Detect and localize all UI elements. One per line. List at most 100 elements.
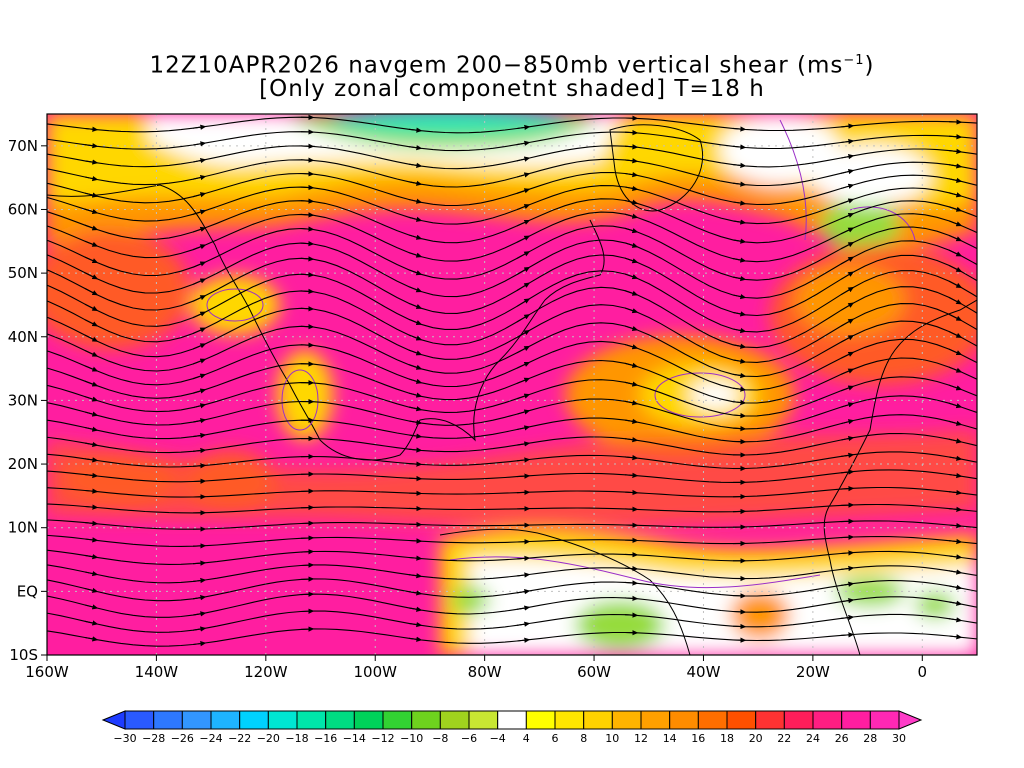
colorbar-label: 20 <box>749 732 763 745</box>
colorbar-label: 24 <box>806 732 820 745</box>
streamline-arrow <box>840 469 855 475</box>
streamline-arrow <box>840 435 855 442</box>
streamline-arrow <box>624 172 639 178</box>
lon-label: 20W <box>796 663 830 681</box>
streamline-arrow <box>516 361 531 369</box>
streamline-arrow <box>840 385 855 392</box>
streamline-arrow <box>948 280 963 289</box>
streamline-arrow <box>948 134 963 140</box>
streamline-arrow <box>408 621 423 628</box>
colorbar-swatch <box>296 710 327 730</box>
streamline-arrow <box>192 373 207 380</box>
colorbar-label: 22 <box>777 732 791 745</box>
streamline-arrow <box>408 127 423 133</box>
streamline-arrow <box>624 437 639 443</box>
streamline-arrow <box>840 402 855 408</box>
streamline-arrow <box>840 168 855 175</box>
streamline-arrow <box>732 372 747 379</box>
streamline-arrow <box>192 595 207 601</box>
map-title-line1: 12Z10APR2026 navgem 200−850mb vertical s… <box>149 52 875 79</box>
streamline-arrow <box>84 319 99 327</box>
colorbar-swatch <box>841 710 871 730</box>
streamline-arrow <box>948 420 963 426</box>
streamline-arrow <box>516 235 531 243</box>
streamline-arrow <box>516 409 531 415</box>
streamline-arrow <box>192 447 207 454</box>
streamline-arrow <box>192 478 207 484</box>
streamline-arrow <box>300 288 315 295</box>
streamline-arrow <box>84 604 99 610</box>
streamline-arrow <box>192 343 207 350</box>
streamline-arrow <box>624 325 639 331</box>
streamline-arrow <box>840 271 855 280</box>
colorbar-label: −18 <box>285 732 308 745</box>
lat-label: 30N <box>8 391 38 409</box>
contour-layer <box>206 119 916 589</box>
streamline-arrow <box>300 184 315 191</box>
streamline-arrow <box>192 244 207 251</box>
streamline-arrow <box>732 200 747 206</box>
streamline-arrow <box>732 311 747 317</box>
colorbar-label: −16 <box>314 732 337 745</box>
streamline-arrow <box>300 306 315 312</box>
colorbar-label: 8 <box>580 732 587 745</box>
streamline-arrow <box>300 226 315 232</box>
streamline-arrow <box>408 392 423 398</box>
streamline-arrow <box>840 302 855 311</box>
streamline-arrow <box>408 461 423 467</box>
streamline-arrow <box>948 249 963 257</box>
streamline-arrow <box>192 432 207 439</box>
streamline-arrow <box>624 552 639 558</box>
colorbar-swatch <box>181 710 212 730</box>
lon-label: 60W <box>577 663 611 681</box>
streamline-arrow <box>300 626 315 632</box>
streamline-arrow <box>624 273 639 280</box>
colorbar-swatch <box>669 710 699 730</box>
colorbar-swatch <box>353 710 384 730</box>
streamline-arrow <box>408 555 423 561</box>
streamline-arrow <box>948 163 963 169</box>
streamline-arrow <box>192 174 207 181</box>
streamline-arrow <box>624 400 639 406</box>
streamline-arrow <box>84 396 99 402</box>
streamline-arrow <box>732 343 747 349</box>
streamline-arrow <box>84 175 99 182</box>
streamline-arrow <box>840 597 855 604</box>
streamline-arrow <box>300 272 315 278</box>
streamline-arrow <box>840 452 855 458</box>
streamline-arrow <box>408 419 423 425</box>
streamline-arrow <box>948 220 963 227</box>
streamline-arrow <box>300 591 315 597</box>
lat-label: 10S <box>9 646 38 664</box>
streamline-layer <box>47 114 977 647</box>
streamline-arrow <box>948 489 963 496</box>
streamline-arrow <box>84 350 99 357</box>
streamline-arrow <box>948 584 963 590</box>
streamline-arrow <box>192 543 207 549</box>
colorbar-swatch <box>697 710 728 730</box>
streamline-arrow <box>624 381 639 387</box>
streamline-arrow <box>516 266 531 275</box>
colorbar-label: 16 <box>691 732 705 745</box>
colorbar-swatch <box>210 710 241 730</box>
streamline-arrow <box>948 296 963 305</box>
coast-europe-africa <box>823 299 977 655</box>
streamline-arrow <box>948 348 963 356</box>
streamline-arrow <box>300 535 315 541</box>
streamline-arrow <box>192 358 207 365</box>
streamline-arrow <box>516 314 531 323</box>
streamline-arrow <box>948 538 963 545</box>
streamline-arrow <box>408 216 423 222</box>
colorbar-swatch <box>783 710 814 730</box>
streamline-arrow <box>840 335 855 343</box>
colorbar-swatch <box>640 710 671 730</box>
streamline-arrow <box>624 129 639 136</box>
lat-label: 70N <box>8 137 38 155</box>
streamline-arrow <box>516 156 531 162</box>
streamline-arrow <box>840 368 855 375</box>
streamline-arrow <box>84 488 99 494</box>
streamline-arrow <box>516 539 531 545</box>
streamline-arrow <box>948 119 963 125</box>
streamline-arrow <box>516 572 531 578</box>
longitude-axis: 160W 140W 120W 100W 80W 60W 40W 20W 0 <box>25 655 927 681</box>
